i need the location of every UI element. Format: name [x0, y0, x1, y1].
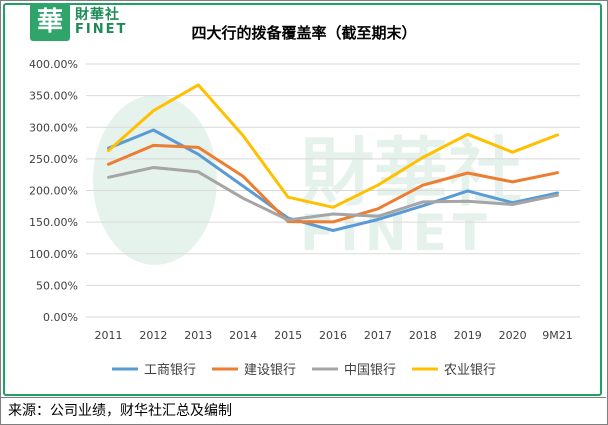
- x-tick-label: 2016: [319, 329, 347, 342]
- source-note: 来源：公司业绩，财华社汇总及编制: [8, 403, 232, 419]
- legend-label: 建设银行: [244, 363, 296, 378]
- x-tick-label: 2018: [409, 329, 437, 342]
- x-tick-label: 2011: [94, 329, 122, 342]
- legend-label: 农业银行: [444, 363, 496, 378]
- y-tick-label: 300.00%: [29, 121, 78, 134]
- y-tick-label: 100.00%: [29, 248, 78, 261]
- source-divider: [0, 397, 606, 398]
- y-tick-label: 400.00%: [29, 58, 78, 71]
- x-tick-label: 2014: [229, 329, 257, 342]
- y-tick-label: 200.00%: [29, 185, 78, 198]
- series-line: [107, 166, 559, 222]
- chart-title: 四大行的拨备覆盖率（截至期末）: [191, 24, 417, 42]
- y-tick-label: 0.00%: [43, 311, 78, 324]
- x-tick-label: 9M21: [542, 329, 573, 342]
- x-tick-label: 2017: [364, 329, 392, 342]
- y-tick-label: 350.00%: [29, 90, 78, 103]
- x-tick-label: 2020: [499, 329, 527, 342]
- x-tick-label: 2015: [274, 329, 302, 342]
- watermark-badge: [93, 95, 217, 265]
- legend-label: 工商银行: [144, 363, 196, 378]
- series-line: [107, 143, 559, 224]
- x-tick-label: 2012: [139, 329, 167, 342]
- y-tick-label: 150.00%: [29, 216, 78, 229]
- y-tick-label: 50.00%: [36, 279, 78, 292]
- series-line: [107, 83, 559, 209]
- x-tick-label: 2013: [184, 329, 212, 342]
- legend-label: 中国银行: [344, 363, 396, 378]
- finet-logo: 華 財華社 FINET: [30, 3, 140, 41]
- logo-badge: 華: [30, 3, 70, 41]
- y-tick-label: 250.00%: [29, 153, 78, 166]
- x-tick-label: 2019: [454, 329, 482, 342]
- logo-english-text: FINET: [75, 22, 128, 37]
- logo-chinese-text: 財華社: [75, 7, 120, 23]
